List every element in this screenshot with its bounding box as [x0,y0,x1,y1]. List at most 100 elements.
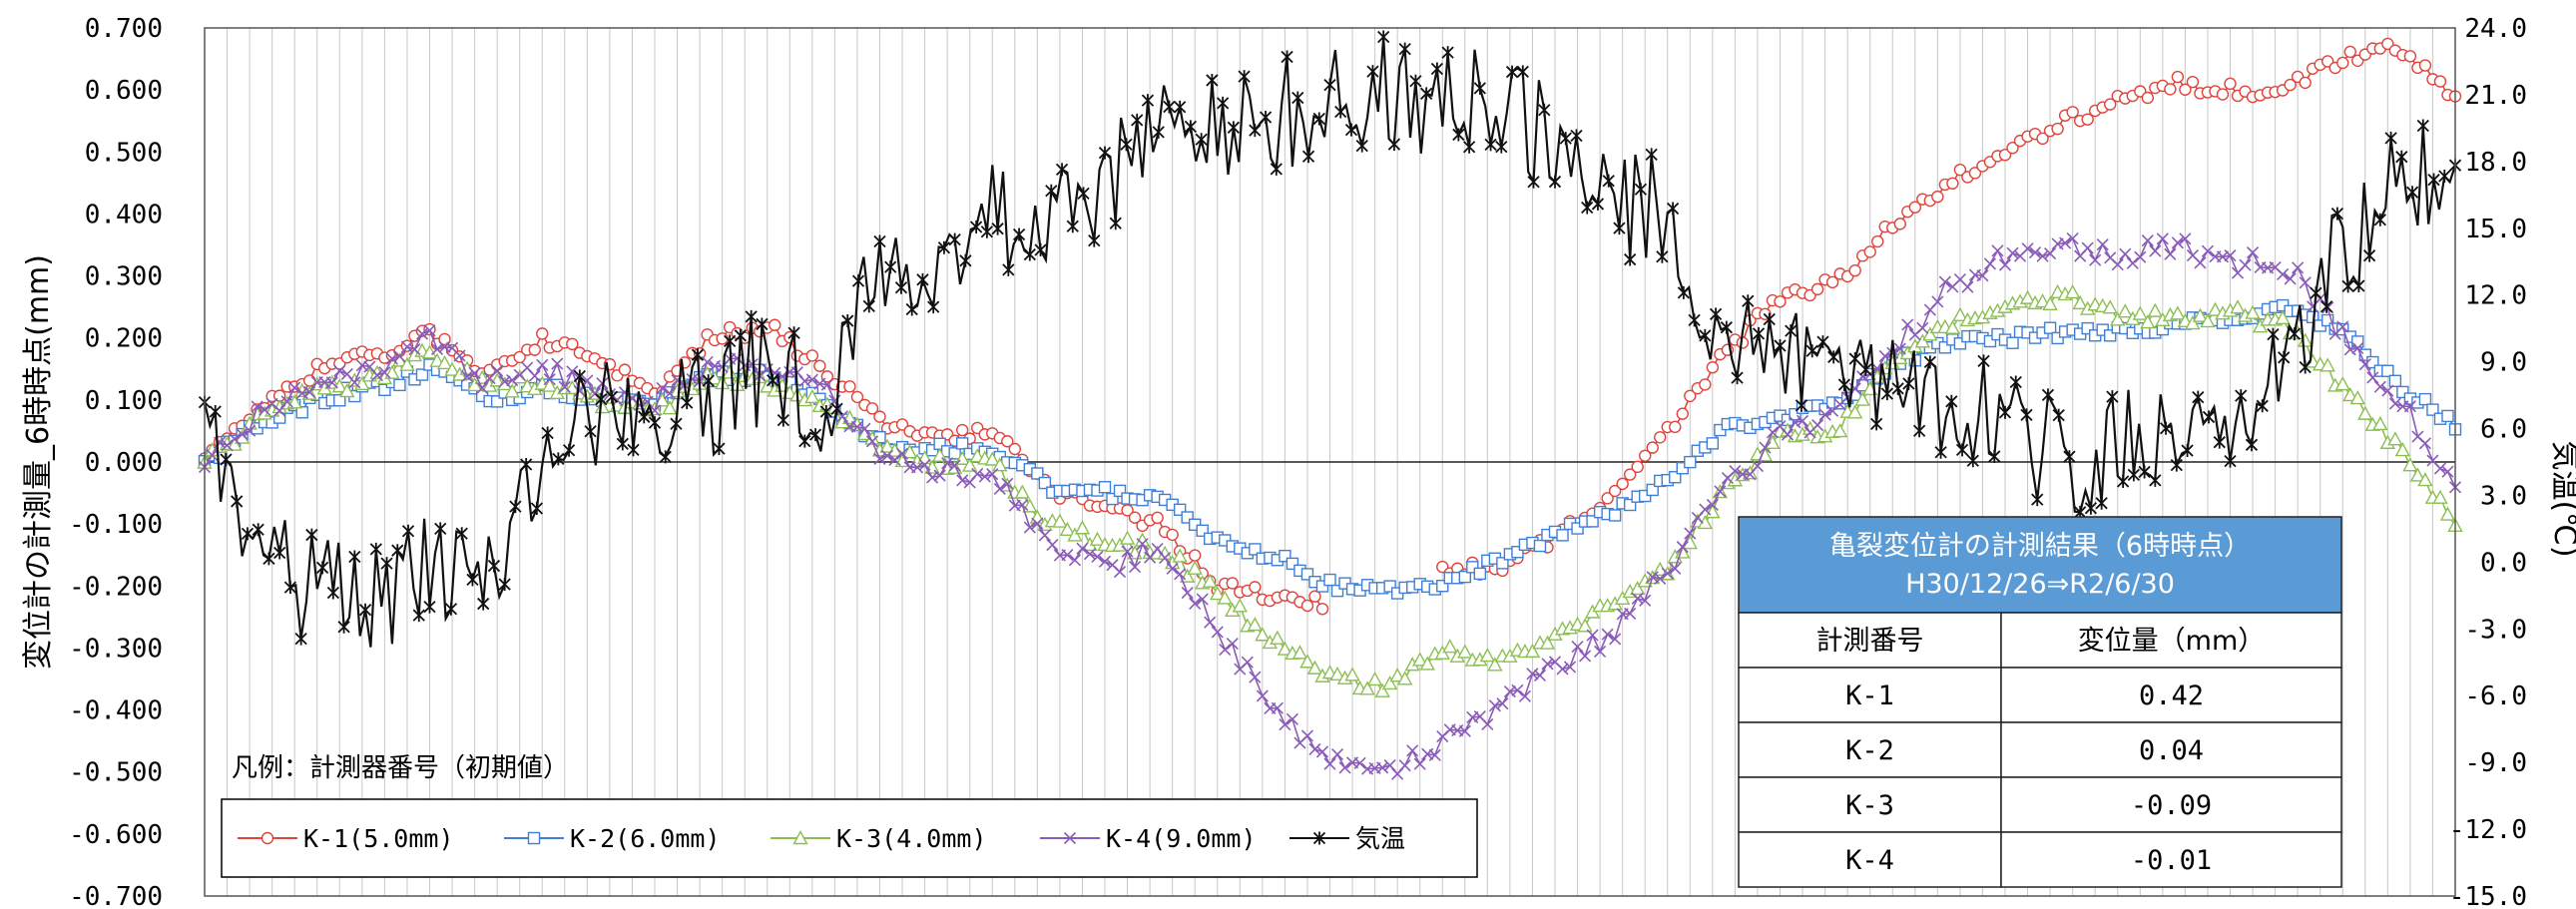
data-point [2127,468,2140,482]
data-point [1428,748,1441,761]
data-point [1631,592,1644,605]
data-point [2230,299,2246,314]
data-point [879,438,895,453]
data-point [434,522,447,536]
data-point [992,457,1008,472]
data-point [895,447,909,460]
table-cell-id: K-2 [1845,735,1894,766]
data-point [2044,247,2057,260]
data-point [552,452,565,466]
data-point [1255,627,1271,642]
data-point [843,380,856,393]
data-point [2403,50,2417,63]
table-cell-value: -0.09 [2131,790,2212,821]
data-point [819,405,832,419]
data-point [686,372,699,386]
data-point [1270,630,1286,645]
data-point [1563,661,1577,674]
data-point [558,380,571,393]
data-point [1206,73,1219,87]
legend-entry: K-3(4.0mm) [771,824,987,853]
data-point [536,327,549,340]
data-point [421,344,438,359]
data-point [1338,761,1351,774]
table-title-line2: H30/12/26⇒R2/6/30 [1905,569,2175,600]
data-point [2200,312,2216,328]
data-point [1301,150,1315,164]
data-point [2433,462,2447,475]
data-point [584,424,597,438]
data-point [2441,409,2454,423]
data-point [2031,493,2044,507]
data-point [1487,657,1503,672]
y2-tick-label: 12.0 [2464,281,2527,311]
data-point [455,527,468,541]
data-point [209,405,222,419]
data-point [1012,227,1026,241]
data-point [1714,485,1727,498]
data-point [1430,62,1444,76]
data-point [2186,75,2200,89]
data-point [1886,346,1899,359]
data-point [1816,335,1829,349]
data-point [1238,70,1251,84]
data-point [1684,389,1697,403]
data-point [273,404,286,417]
data-point [648,416,662,430]
data-point [1387,138,1401,152]
data-point [1827,350,1840,364]
data-point [2433,75,2447,88]
data-point [258,403,271,416]
data-point [1645,148,1658,162]
data-point [2072,294,2088,310]
data-point [1419,656,1435,671]
data-point [1891,381,1904,395]
data-point [805,349,819,362]
table-cell [2000,776,2342,833]
data-point [916,272,929,286]
table-title-line1: 亀裂変位計の計測結果（6時時点） [1829,531,2251,562]
data-point [1452,128,1465,142]
data-point [1863,245,1876,258]
data-point [1646,483,1659,497]
data-point [468,366,481,379]
data-point [1720,320,1733,334]
data-point [2349,390,2365,405]
data-point [1195,133,1208,147]
table-cell [1738,612,2002,669]
data-point [477,597,490,611]
data-point [1173,503,1187,517]
data-point [288,381,301,394]
data-point [948,232,961,246]
data-point [1952,306,1968,321]
data-point [1046,538,1059,552]
data-point [2427,173,2440,187]
data-point [1052,513,1068,528]
legend-box [221,798,1478,878]
data-point [415,327,429,340]
data-point [1511,683,1524,696]
data-point [348,376,361,389]
data-point [1666,202,1680,216]
data-point [1624,607,1637,620]
data-point [453,349,466,362]
data-point [1742,294,1755,308]
data-point [229,432,242,446]
data-point [1818,408,1831,421]
data-point [252,523,264,537]
data-point [2245,304,2261,319]
y-tick-label: -0.100 [69,510,163,540]
y2-tick-label: -3.0 [2464,615,2527,645]
data-point [813,359,826,372]
data-point [766,373,779,387]
data-point [520,458,533,472]
y2-tick-label: -15.0 [2449,882,2527,909]
data-point [294,632,307,646]
data-point [1848,352,1861,366]
data-point [1789,416,1802,429]
data-point [1279,718,1291,731]
right-axis-ticks: 24.0 21.0 18.0 15.0 12.0 9.0 6.0 3.0 0.0 -3.0 -6.0… [2449,14,2527,909]
data-point [1271,701,1284,714]
data-point [2141,233,2154,247]
data-point [1923,355,1936,369]
